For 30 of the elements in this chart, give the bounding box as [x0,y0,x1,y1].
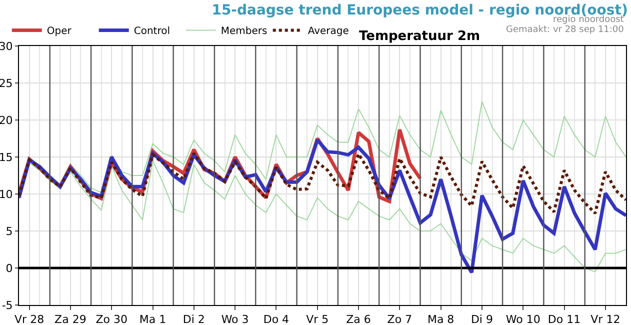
legend-label: Control [134,26,170,38]
legend-label: Average [308,26,349,38]
x-tick-label: Wo 3 [221,313,249,325]
x-tick-label: Za 6 [346,313,371,325]
x-tick-label: Ma 1 [139,313,166,325]
x-tick-label: Di 9 [470,313,493,325]
y-tick-label: 25 [0,76,13,90]
y-tick-label: -5 [2,298,13,312]
x-tick-label: Vr 12 [590,313,620,325]
text: regio noordoost [553,15,624,25]
x-tick-label: Zo 30 [96,313,128,325]
text: Gemaakt: vr 28 sep 11:00 [506,25,624,35]
x-tick-label: Vr 28 [14,313,44,325]
y-tick-label: 15 [0,150,13,164]
x-tick-label: Vr 5 [306,313,329,325]
x-tick-label: Ma 8 [427,313,454,325]
y-tick-label: 5 [6,224,13,238]
y-tick-label: 20 [0,114,13,127]
x-tick-label: Wo 10 [506,313,540,325]
y-tick-label: 0 [6,262,13,275]
x-tick-label: Do 11 [548,313,581,325]
y-tick-label: 30 [0,40,13,53]
y-tick-label: 10 [0,188,13,201]
x-tick-label: Di 2 [182,313,205,325]
x-tick-label: Do 4 [263,313,290,325]
x-tick-label: Zo 7 [387,313,412,325]
legend-label: Oper [46,26,72,38]
chart-subtitle: Temperatuur 2m [359,29,480,44]
x-tick-label: Za 29 [54,313,86,325]
legend-label: Members [220,26,268,38]
